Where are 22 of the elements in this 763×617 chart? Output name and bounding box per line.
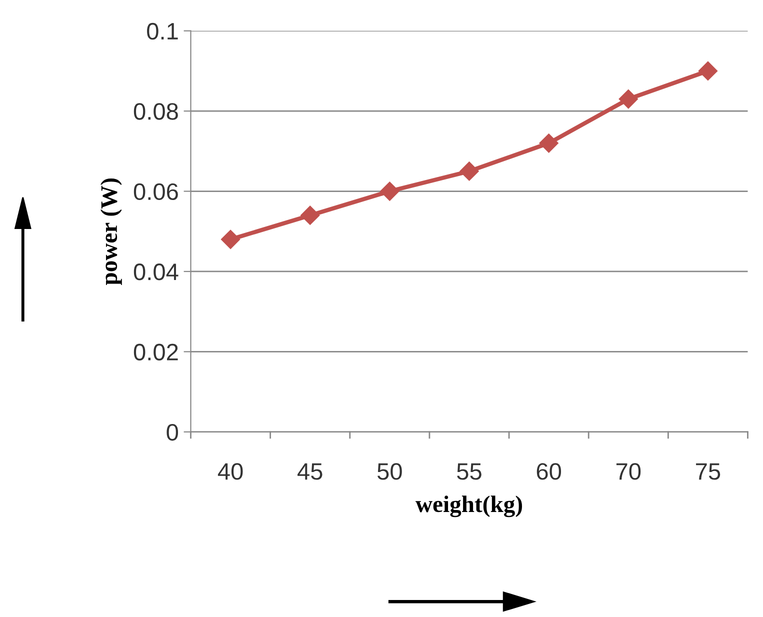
y-tick-label: 0.04 bbox=[134, 264, 178, 280]
x-tick-label: 45 bbox=[298, 463, 322, 480]
point bbox=[698, 61, 718, 80]
y-tick-label: 0.1 bbox=[147, 22, 178, 40]
y-tick-label: 0.08 bbox=[134, 103, 178, 120]
point bbox=[380, 182, 400, 201]
y-tick-label: 0.06 bbox=[134, 183, 178, 200]
y-tick-label: 0.02 bbox=[134, 344, 178, 360]
point bbox=[460, 162, 479, 181]
x-tick-label: 75 bbox=[696, 463, 720, 480]
x-tick-label: 55 bbox=[457, 463, 482, 480]
y-tick-label: 0 bbox=[166, 424, 178, 441]
point bbox=[618, 89, 638, 109]
x-tick-label: 60 bbox=[536, 463, 562, 480]
y-axis-title: power (W) bbox=[100, 178, 122, 285]
x-tick-label: 50 bbox=[377, 463, 402, 480]
x-tick-label: 70 bbox=[616, 463, 641, 480]
point bbox=[300, 206, 320, 225]
x-tick-label: 40 bbox=[218, 463, 243, 480]
point bbox=[539, 134, 558, 153]
point bbox=[221, 230, 240, 249]
x-axis-title: weight(kg) bbox=[416, 496, 522, 518]
